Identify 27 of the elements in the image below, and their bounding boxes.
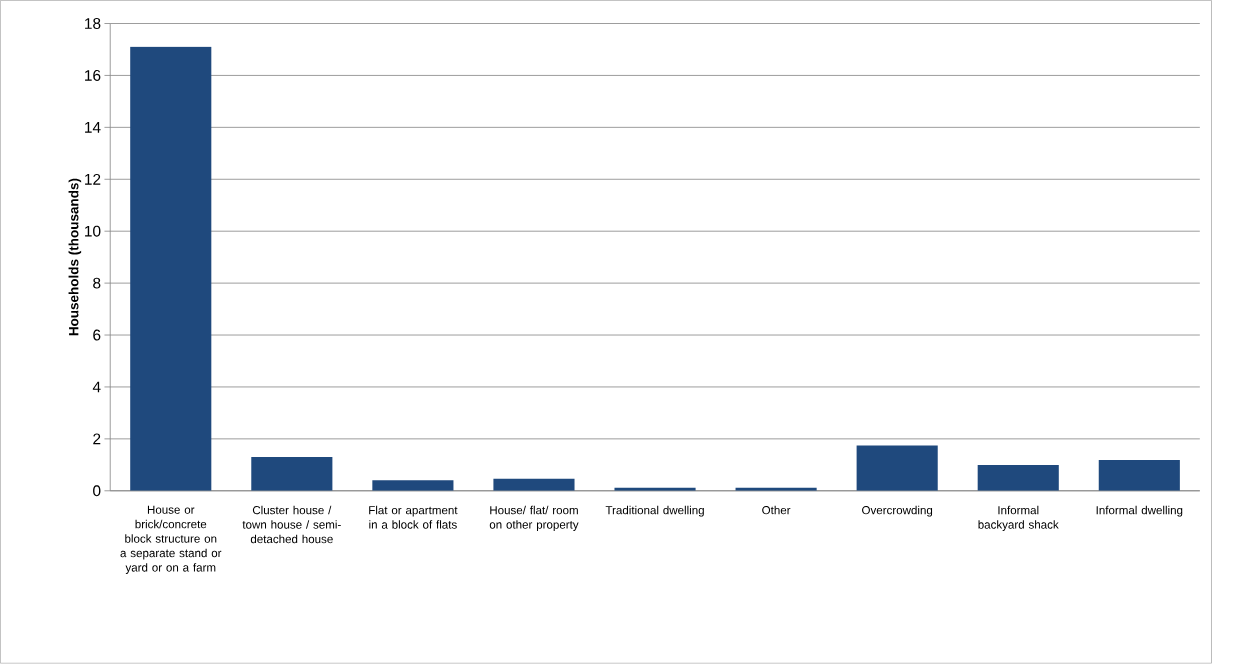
y-tick-label: 12 xyxy=(85,174,101,185)
y-tick-label: 18 xyxy=(85,18,101,30)
bar xyxy=(493,479,575,491)
bar xyxy=(130,47,212,491)
x-tick-label: House/ flat/ room on other property xyxy=(489,505,579,532)
y-tick-label: 4 xyxy=(92,381,101,393)
bar xyxy=(372,480,454,491)
y-tick-label: 10 xyxy=(85,225,101,237)
x-tick-label: Flat or apartment in a block of flats xyxy=(369,505,458,529)
bar xyxy=(977,465,1059,491)
y-tick-label: 8 xyxy=(93,277,101,289)
x-tick-label: Informal dwelling xyxy=(1096,505,1183,517)
x-tick-label: Informal backyard shack xyxy=(978,505,1059,532)
y-tick-label: 0 xyxy=(93,485,101,497)
x-tick-label: Traditional dwelling xyxy=(605,505,704,517)
y-tick-label: 6 xyxy=(93,329,101,341)
bar xyxy=(856,445,938,491)
x-tick-label: House or brick/concrete block structure on a separate stand or yard or on a farm xyxy=(120,505,222,575)
bar xyxy=(251,457,333,491)
bar xyxy=(1098,460,1180,491)
x-tick-label: Cluster house / town house / semi-detached house xyxy=(242,505,341,544)
x-tick-label: Overcrowding xyxy=(862,505,933,517)
y-tick-label: 14 xyxy=(85,122,101,133)
y-tick-label: 2 xyxy=(93,433,101,445)
y-axis-title: Households (thousands) xyxy=(68,178,82,336)
x-tick-label: Other xyxy=(762,505,791,515)
y-tick-label: 16 xyxy=(85,70,101,82)
